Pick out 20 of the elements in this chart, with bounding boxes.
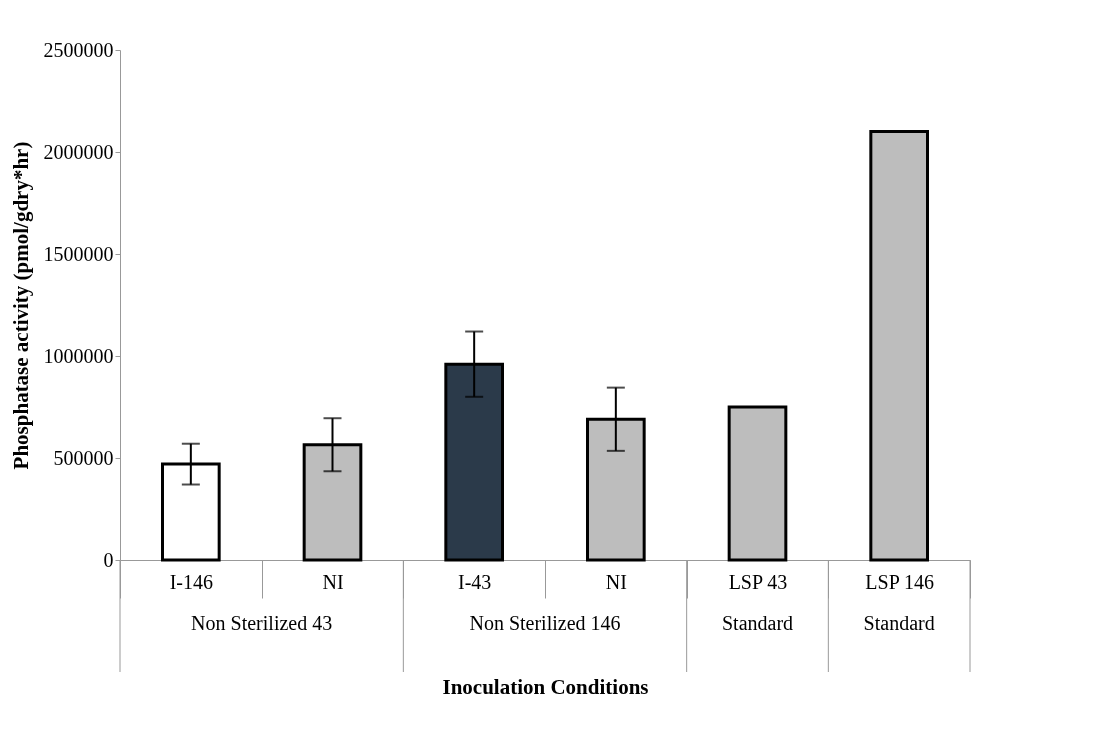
bar [727,405,788,562]
y-tick-label: 500000 [53,446,114,469]
y-tick-label: 2000000 [43,140,114,163]
x-tick-label: LSP 146 [865,570,935,593]
text: Standard [863,612,935,634]
text: Non Sterilized 146 [469,612,621,634]
text: Non Sterilized 43 [191,612,333,634]
x-tick-label: I-146 [169,570,213,593]
x-tick-label: NI [605,570,627,593]
x-tick-label: NI [322,570,344,593]
bar [869,130,929,562]
y-tick-label: 1500000 [43,242,114,265]
x-tick-label: I-43 [458,570,492,593]
text: Standard [721,612,794,634]
x-tick-label: LSP 43 [728,570,788,593]
y-axis-title: Phosphatase activity (pmol/gdry*hr) [8,141,33,470]
y-tick-label: 2500000 [43,38,114,61]
y-tick-label: 1000000 [43,344,114,367]
x-axis-title: Inoculation Conditions [442,675,649,699]
y-tick-label: 0 [103,548,114,571]
